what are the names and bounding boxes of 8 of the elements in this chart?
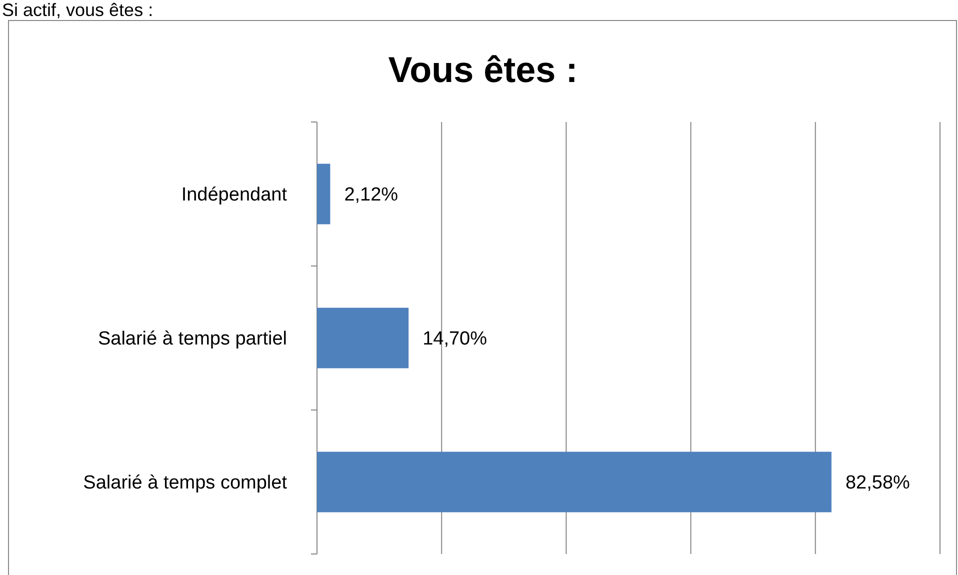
data-label: 2,12% (344, 184, 398, 206)
chart-title: Vous êtes : (388, 49, 578, 90)
y-tick-label: Indépendant (181, 184, 288, 206)
data-label: 82,58% (845, 472, 910, 494)
y-tick-label: Salarié à temps complet (83, 472, 288, 494)
text: Si actif, vous êtes : (2, 0, 154, 20)
y-tick-label: Salarié à temps partiel (98, 328, 287, 350)
data-label: 14,70% (422, 328, 488, 350)
